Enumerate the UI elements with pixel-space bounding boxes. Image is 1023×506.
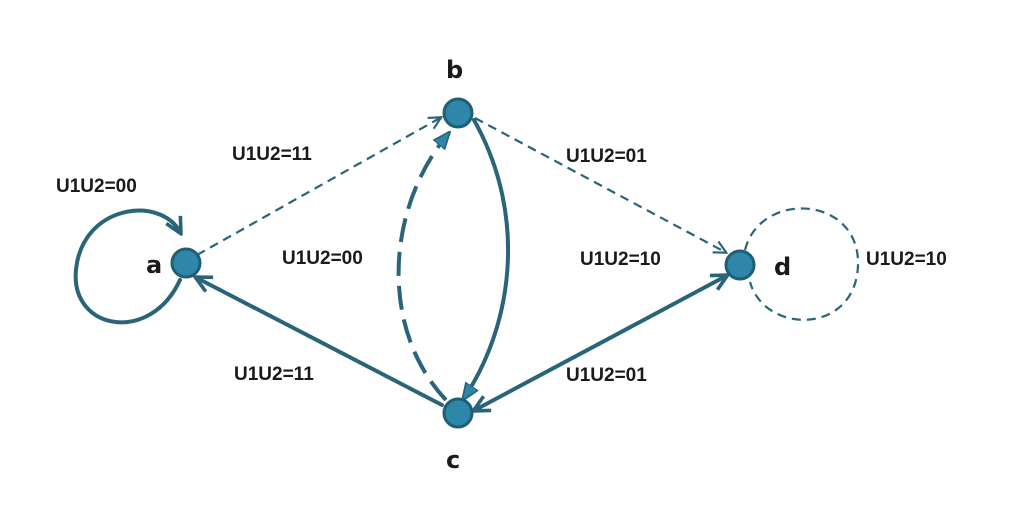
- edge-label-c-to-a: U1U2=11: [234, 364, 314, 385]
- edge-label-c-to-d: U1U2=10: [580, 249, 661, 270]
- edge-label-d-self: U1U2=10: [866, 249, 947, 270]
- edge-c-d-bidirectional: [475, 276, 726, 410]
- edge-a-to-b: [196, 118, 440, 256]
- edge-b-to-d: [474, 117, 725, 252]
- node-label-d: d: [774, 253, 791, 281]
- edge-c-to-a: [197, 278, 444, 407]
- edge-label-c-to-b: U1U2=00: [282, 248, 363, 269]
- edge-d-self-loop: [743, 207, 860, 321]
- node-label-c: c: [446, 446, 460, 474]
- edge-label-a-self: U1U2=00: [56, 176, 137, 197]
- node-d: [724, 249, 756, 281]
- node-a: [170, 247, 202, 279]
- node-b: [442, 97, 474, 129]
- edge-b-to-c: [464, 118, 511, 398]
- edge-c-to-b: [396, 134, 448, 402]
- edge-a-self-loop: [73, 208, 180, 325]
- node-c: [442, 397, 474, 429]
- edge-label-b-to-d: U1U2=01: [566, 146, 647, 167]
- node-label-b: b: [446, 56, 463, 84]
- edge-label-a-to-b: U1U2=11: [232, 144, 312, 165]
- node-label-a: a: [146, 251, 162, 279]
- edge-label-d-to-c: U1U2=01: [566, 365, 647, 386]
